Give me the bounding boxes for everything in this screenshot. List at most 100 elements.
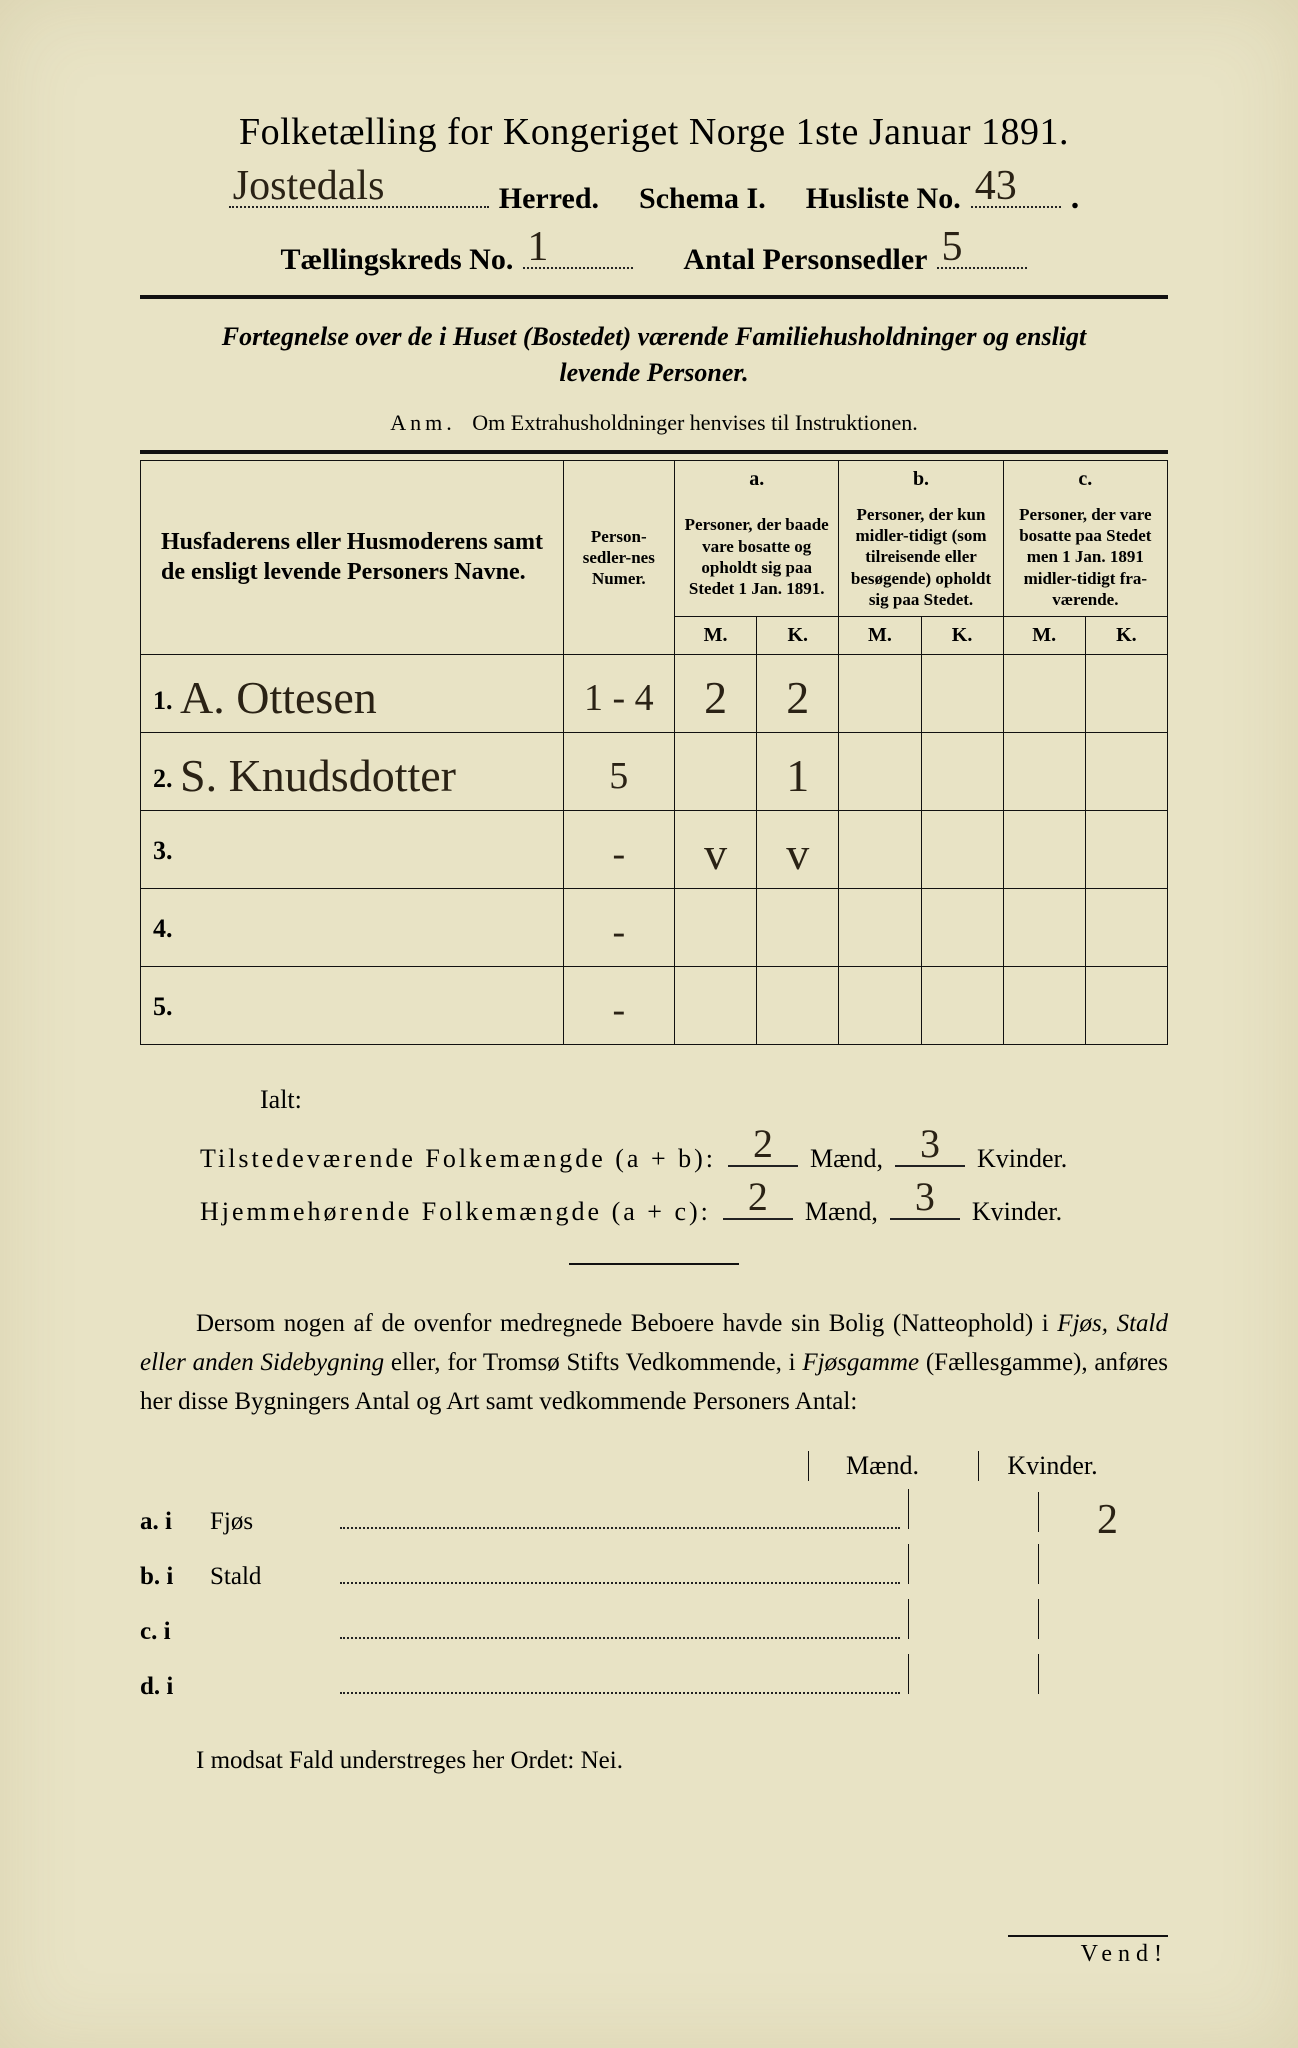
tilstede-m-hw: 2 xyxy=(753,1120,773,1167)
subtitle-line1: Fortegnelse over de i Huset (Bostedet) v… xyxy=(222,322,1087,351)
b-m-cell xyxy=(839,889,921,967)
a-k-cell: 1 xyxy=(757,733,839,811)
header-line-2: Jostedals Herred. Schema I. Husliste No.… xyxy=(140,174,1168,217)
husliste-handwriting: 43 xyxy=(975,162,1017,210)
numer-cell: - xyxy=(563,811,675,889)
subtitle: Fortegnelse over de i Huset (Bostedet) v… xyxy=(140,319,1168,392)
b-k-cell xyxy=(921,733,1003,811)
col-name-text: Husfaderens eller Husmoderens samt de en… xyxy=(161,529,543,585)
a-m-cell xyxy=(675,967,757,1045)
dots xyxy=(340,1672,900,1694)
a-k-cell xyxy=(757,967,839,1045)
paragraph: Dersom nogen af de ovenfor medregnede Be… xyxy=(140,1305,1168,1421)
col-numer-header: Person-sedler-nes Numer. xyxy=(563,460,675,654)
b-m-cell xyxy=(839,811,921,889)
c-m-cell xyxy=(1003,655,1085,733)
building-rows: a. iFjøs2b. iStaldc. id. i xyxy=(140,1489,1168,1701)
scanned-page: Folketælling for Kongeriget Norge 1ste J… xyxy=(0,0,1298,2048)
numer-cell: - xyxy=(563,967,675,1045)
building-row: d. i xyxy=(140,1654,1168,1701)
vend-label: Vend! xyxy=(1008,1935,1168,1968)
building-row: b. iStald xyxy=(140,1544,1168,1591)
antal-label: Antal Personsedler xyxy=(683,243,927,277)
anm-label: Anm. xyxy=(390,410,456,435)
row-k xyxy=(1038,1599,1168,1639)
b-m-cell xyxy=(839,967,921,1045)
a-m-cell: v xyxy=(675,811,757,889)
hjemme-line: Hjemmehørende Folkemængde (a + c): 2 Mæn… xyxy=(200,1188,1168,1227)
col-b-text: Personer, der kun midler-tidigt (som til… xyxy=(839,498,1003,617)
dots xyxy=(340,1617,900,1639)
c-k-header: K. xyxy=(1085,617,1167,655)
b-m-cell xyxy=(839,655,921,733)
dots xyxy=(340,1562,900,1584)
maend-col-header: Mænd. xyxy=(808,1451,938,1481)
table-row: 1. A. Ottesen1 - 422 xyxy=(141,655,1168,733)
kvinder-label-1: Kvinder. xyxy=(977,1144,1067,1174)
a-k-cell xyxy=(757,889,839,967)
row-m xyxy=(908,1489,1038,1529)
a-m-cell xyxy=(675,733,757,811)
antal-field: 5 xyxy=(937,235,1027,269)
thick-rule-2 xyxy=(140,450,1168,454)
hjemme-m-hw: 2 xyxy=(748,1173,768,1220)
row-m xyxy=(908,1654,1038,1694)
anm-text: Om Extrahusholdninger henvises til Instr… xyxy=(472,410,917,435)
row-lead: d. i xyxy=(140,1673,210,1701)
table-row: 4. - xyxy=(141,889,1168,967)
herred-handwriting: Jostedals xyxy=(233,162,385,210)
numer-cell: 1 - 4 xyxy=(563,655,675,733)
a-k-cell: 2 xyxy=(757,655,839,733)
row-lead: a. i xyxy=(140,1508,210,1536)
ialt-heading: Ialt: xyxy=(260,1085,1168,1115)
hjemme-k-hw: 3 xyxy=(915,1173,935,1220)
b-k-cell xyxy=(921,889,1003,967)
main-title: Folketælling for Kongeriget Norge 1ste J… xyxy=(140,110,1168,154)
c-k-cell xyxy=(1085,733,1167,811)
col-a-text: Personer, der baade vare bosatte og opho… xyxy=(675,498,839,617)
taellingskreds-handwriting: 1 xyxy=(527,223,548,271)
tilstede-m-field: 2 xyxy=(728,1135,798,1167)
herred-field: Jostedals xyxy=(229,174,489,208)
nei-line: I modsat Fald understreges her Ordet: Ne… xyxy=(140,1747,1168,1775)
name-cell: 5. xyxy=(141,967,564,1045)
main-table: Husfaderens eller Husmoderens samt de en… xyxy=(140,460,1168,1045)
b-k-cell xyxy=(921,811,1003,889)
c-k-cell xyxy=(1085,655,1167,733)
short-rule xyxy=(569,1263,739,1265)
schema-label: Schema I. xyxy=(639,182,766,216)
table-row: 3. -vv xyxy=(141,811,1168,889)
numer-cell: 5 xyxy=(563,733,675,811)
husliste-label: Husliste No. xyxy=(806,182,961,216)
col-c-text: Personer, der vare bosatte paa Stedet me… xyxy=(1003,498,1167,617)
tilstede-label: Tilstedeværende Folkemængde (a + b): xyxy=(200,1144,716,1174)
c-m-header: M. xyxy=(1003,617,1085,655)
a-m-cell xyxy=(675,889,757,967)
maend-label-2: Mænd, xyxy=(805,1197,878,1227)
c-m-cell xyxy=(1003,889,1085,967)
row-lead: b. i xyxy=(140,1563,210,1591)
c-k-cell xyxy=(1085,889,1167,967)
table-row: 5. - xyxy=(141,967,1168,1045)
subtitle-line2: levende Personer. xyxy=(559,358,748,387)
hjemme-label: Hjemmehørende Folkemængde (a + c): xyxy=(200,1197,711,1227)
maend-label-1: Mænd, xyxy=(810,1144,883,1174)
tilstede-line: Tilstedeværende Folkemængde (a + b): 2 M… xyxy=(200,1135,1168,1174)
header-line-3: Tællingskreds No. 1 Antal Personsedler 5 xyxy=(140,235,1168,277)
a-m-cell: 2 xyxy=(675,655,757,733)
building-row: a. iFjøs2 xyxy=(140,1489,1168,1536)
name-cell: 4. xyxy=(141,889,564,967)
kvinder-col-header: Kvinder. xyxy=(978,1451,1108,1481)
form-content: Folketælling for Kongeriget Norge 1ste J… xyxy=(40,30,1258,2018)
hjemme-k-field: 3 xyxy=(890,1188,960,1220)
row-k xyxy=(1038,1544,1168,1584)
tilstede-k-field: 3 xyxy=(895,1135,965,1167)
kvinder-label-2: Kvinder. xyxy=(972,1197,1062,1227)
row-m xyxy=(908,1544,1038,1584)
tilstede-k-hw: 3 xyxy=(920,1120,940,1167)
c-k-cell xyxy=(1085,811,1167,889)
b-k-cell xyxy=(921,967,1003,1045)
name-cell: 1. A. Ottesen xyxy=(141,655,564,733)
a-k-header: K. xyxy=(757,617,839,655)
taellingskreds-label: Tællingskreds No. xyxy=(281,243,514,277)
